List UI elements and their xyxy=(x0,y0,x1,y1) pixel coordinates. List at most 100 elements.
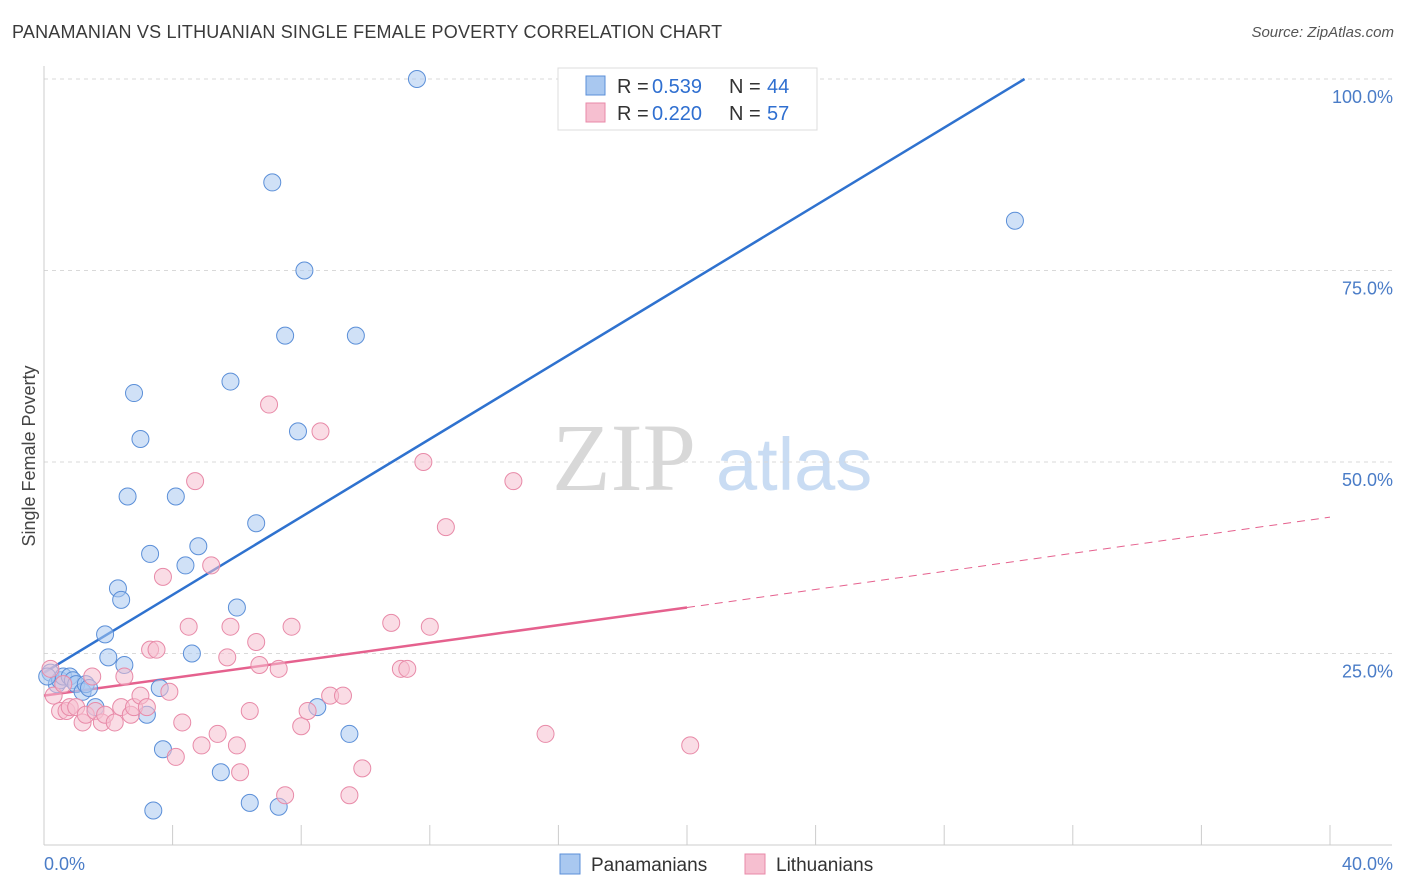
data-point-panamanians xyxy=(99,648,118,667)
data-point-panamanians xyxy=(112,590,131,609)
data-point-lithuanians xyxy=(276,786,295,805)
chart-title: PANAMANIAN VS LITHUANIAN SINGLE FEMALE P… xyxy=(12,22,723,42)
data-point-lithuanians xyxy=(260,395,279,414)
data-point-panamanians xyxy=(144,801,163,820)
legend-n-label-2: N = xyxy=(729,103,761,125)
data-point-lithuanians xyxy=(382,613,401,632)
gridlines xyxy=(44,78,1392,654)
data-point-lithuanians xyxy=(298,701,317,720)
data-point-lithuanians xyxy=(311,422,330,441)
data-point-lithuanians xyxy=(192,736,211,755)
data-point-lithuanians xyxy=(227,736,246,755)
data-point-lithuanians xyxy=(681,736,700,755)
data-point-lithuanians xyxy=(340,786,359,805)
legend-n-label-1: N = xyxy=(729,76,761,98)
axes xyxy=(43,66,1392,846)
data-point-lithuanians xyxy=(105,713,124,732)
data-point-panamanians xyxy=(125,384,144,403)
x-tick-label-min: 0.0% xyxy=(44,854,85,874)
data-point-panamanians xyxy=(118,487,137,506)
legend-swatch-blue xyxy=(585,75,606,96)
data-point-panamanians xyxy=(263,173,282,192)
data-point-panamanians xyxy=(1005,211,1024,230)
data-point-panamanians xyxy=(247,514,266,533)
y-tick-label: 25.0% xyxy=(1342,662,1393,682)
data-point-lithuanians xyxy=(414,453,433,471)
data-point-lithuanians xyxy=(269,659,288,678)
trend-line-lithuanians xyxy=(43,606,688,697)
data-point-lithuanians xyxy=(166,747,185,766)
legend-r-label-2: R = xyxy=(617,103,649,125)
data-point-panamanians xyxy=(211,763,230,782)
data-point-panamanians xyxy=(295,261,314,280)
data-point-lithuanians xyxy=(420,617,439,636)
data-point-panamanians xyxy=(340,724,359,743)
y-tick-label: 100.0% xyxy=(1332,87,1393,107)
data-point-panamanians xyxy=(96,625,115,644)
data-point-lithuanians xyxy=(218,648,237,667)
data-point-panamanians xyxy=(227,598,246,617)
source-label: Source: ZipAtlas.com xyxy=(1251,24,1394,41)
trend-line-panamanians xyxy=(43,77,1026,674)
data-point-lithuanians xyxy=(436,518,455,537)
data-point-lithuanians xyxy=(153,567,172,586)
data-point-panamanians xyxy=(288,422,307,441)
data-point-lithuanians xyxy=(202,556,221,575)
data-point-lithuanians xyxy=(398,659,417,678)
legend-r-value-2: 0.220 xyxy=(652,103,702,125)
data-point-lithuanians xyxy=(208,724,227,743)
y-axis-label: Single Female Poverty xyxy=(19,365,39,546)
data-point-lithuanians xyxy=(115,667,134,686)
data-point-panamanians xyxy=(189,537,208,556)
data-point-lithuanians xyxy=(173,713,192,732)
data-point-panamanians xyxy=(276,326,295,345)
bottom-legend: Panamanians Lithuanians xyxy=(559,853,873,876)
data-point-lithuanians xyxy=(247,633,266,652)
legend-n-value-1: 44 xyxy=(767,76,789,98)
legend-swatch-pink xyxy=(585,102,606,123)
data-point-lithuanians xyxy=(292,717,311,736)
data-point-lithuanians xyxy=(536,724,555,743)
data-point-lithuanians xyxy=(44,686,63,705)
data-point-panamanians xyxy=(346,326,365,345)
data-point-lithuanians xyxy=(83,667,102,686)
top-legend: R = 0.539 N = 44 R = 0.220 N = 57 xyxy=(557,67,818,131)
data-point-panamanians xyxy=(141,544,160,563)
data-point-lithuanians xyxy=(160,682,179,701)
data-point-lithuanians xyxy=(137,698,156,717)
data-points xyxy=(38,70,1024,820)
data-point-panamanians xyxy=(176,556,195,575)
legend-r-label-1: R = xyxy=(617,76,649,98)
legend-n-value-2: 57 xyxy=(767,103,789,125)
trend-line-lithuanians-extension xyxy=(686,516,1331,609)
data-point-lithuanians xyxy=(186,472,205,491)
data-point-lithuanians xyxy=(54,675,73,694)
data-point-lithuanians xyxy=(147,640,166,659)
data-point-lithuanians xyxy=(221,617,240,636)
legend-r-value-1: 0.539 xyxy=(652,76,702,98)
bottom-legend-swatch-panamanians xyxy=(559,853,581,875)
data-point-panamanians xyxy=(182,644,201,663)
data-point-panamanians xyxy=(407,70,426,88)
data-point-panamanians xyxy=(221,372,240,391)
watermark-zip: ZIP xyxy=(552,404,696,511)
data-point-lithuanians xyxy=(504,472,523,491)
data-point-lithuanians xyxy=(240,701,259,720)
data-point-lithuanians xyxy=(282,617,301,636)
bottom-legend-lithuanians: Lithuanians xyxy=(776,855,873,876)
data-point-lithuanians xyxy=(250,655,269,674)
data-point-panamanians xyxy=(166,487,185,506)
data-point-lithuanians xyxy=(179,617,198,636)
bottom-legend-swatch-lithuanians xyxy=(744,853,766,875)
data-point-panamanians xyxy=(240,793,259,812)
bottom-legend-panamanians: Panamanians xyxy=(591,855,707,876)
watermark-atlas: atlas xyxy=(716,423,872,506)
data-point-panamanians xyxy=(131,430,150,449)
x-tick-labels: 0.0% 40.0% xyxy=(44,854,1393,874)
y-tick-label: 50.0% xyxy=(1342,470,1393,490)
trend-lines xyxy=(43,77,1331,697)
data-point-lithuanians xyxy=(231,763,250,782)
data-point-lithuanians xyxy=(353,759,372,778)
data-point-lithuanians xyxy=(41,659,60,678)
